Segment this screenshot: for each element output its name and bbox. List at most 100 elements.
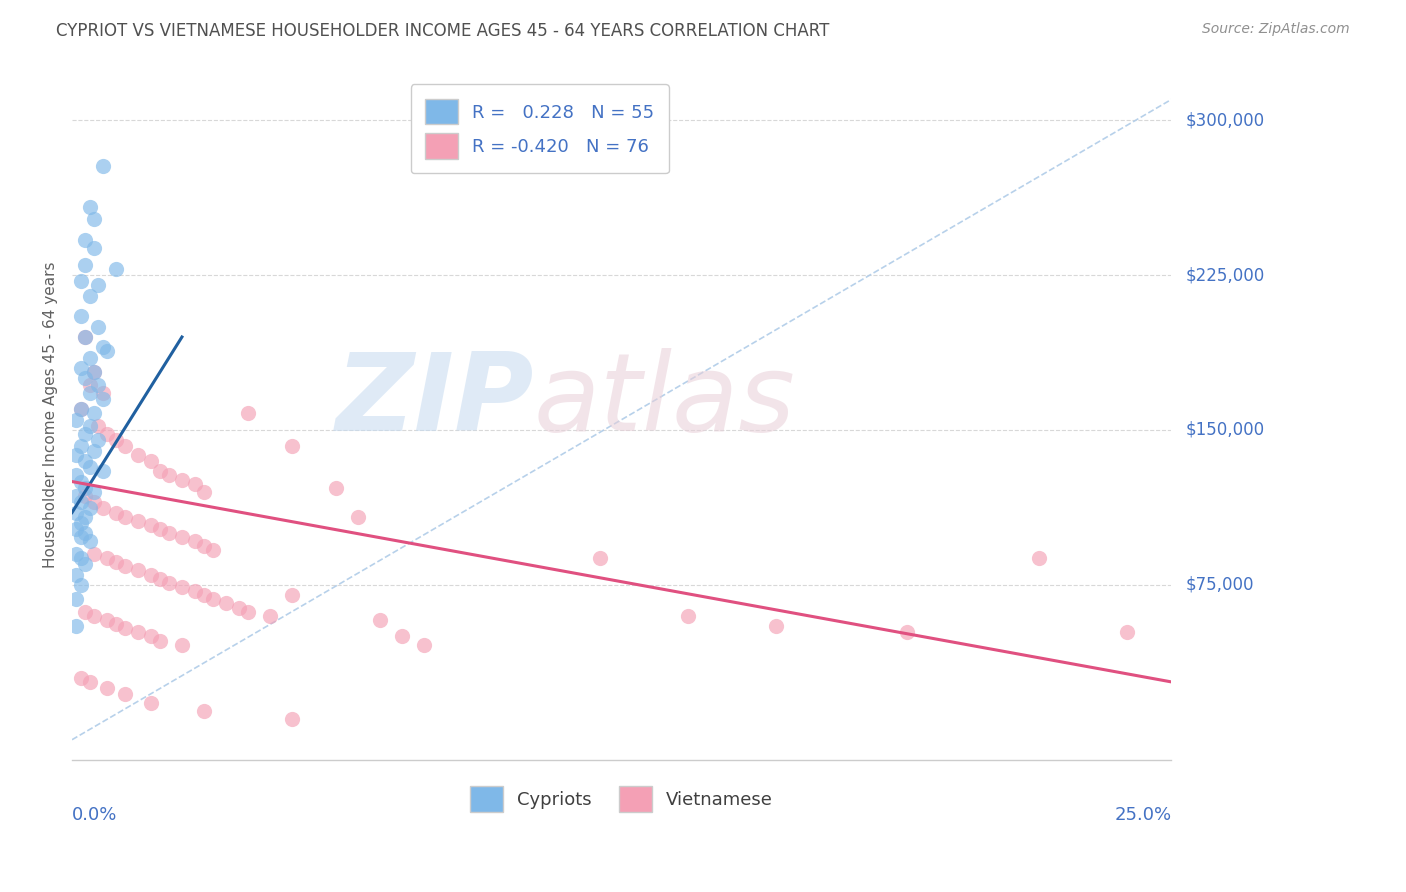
Point — [75, 557, 97, 571]
Point — [79, 674, 101, 689]
Point — [104, 261, 127, 276]
Point — [69, 495, 91, 509]
Point — [141, 696, 163, 710]
Point — [83, 241, 105, 255]
Point — [69, 402, 91, 417]
Point — [281, 440, 304, 454]
Point — [75, 605, 97, 619]
Point — [170, 530, 193, 544]
Point — [75, 233, 97, 247]
Point — [236, 406, 259, 420]
Point — [114, 687, 136, 701]
Point — [75, 489, 97, 503]
Point — [79, 377, 101, 392]
Point — [104, 434, 127, 448]
Point — [765, 619, 787, 633]
Point — [79, 501, 101, 516]
Point — [65, 567, 87, 582]
Point — [65, 619, 87, 633]
Point — [79, 534, 101, 549]
Text: Source: ZipAtlas.com: Source: ZipAtlas.com — [1202, 22, 1350, 37]
Point — [69, 274, 91, 288]
Point — [79, 200, 101, 214]
Point — [87, 319, 110, 334]
Point — [193, 704, 215, 718]
Y-axis label: Householder Income Ages 45 - 64 years: Householder Income Ages 45 - 64 years — [44, 261, 58, 567]
Point — [149, 522, 172, 536]
Point — [281, 588, 304, 602]
Point — [65, 468, 87, 483]
Point — [96, 551, 118, 566]
Point — [127, 448, 149, 462]
Point — [228, 600, 250, 615]
Text: CYPRIOT VS VIETNAMESE HOUSEHOLDER INCOME AGES 45 - 64 YEARS CORRELATION CHART: CYPRIOT VS VIETNAMESE HOUSEHOLDER INCOME… — [56, 22, 830, 40]
Point — [65, 448, 87, 462]
Point — [589, 551, 612, 566]
Point — [149, 572, 172, 586]
Point — [184, 534, 207, 549]
Point — [193, 539, 215, 553]
Point — [1116, 625, 1139, 640]
Point — [79, 460, 101, 475]
Point — [75, 526, 97, 541]
Point — [69, 671, 91, 685]
Point — [75, 330, 97, 344]
Point — [75, 454, 97, 468]
Point — [75, 509, 97, 524]
Point — [69, 578, 91, 592]
Point — [127, 625, 149, 640]
Point — [69, 551, 91, 566]
Point — [87, 278, 110, 293]
Point — [149, 464, 172, 478]
Point — [96, 344, 118, 359]
Point — [96, 681, 118, 695]
Point — [193, 588, 215, 602]
Point — [201, 592, 224, 607]
Point — [91, 501, 114, 516]
Point — [157, 575, 180, 590]
Point — [87, 418, 110, 433]
Point — [83, 547, 105, 561]
Point — [69, 530, 91, 544]
Point — [184, 584, 207, 599]
Point — [141, 517, 163, 532]
Point — [193, 484, 215, 499]
Point — [281, 712, 304, 726]
Point — [127, 563, 149, 577]
Point — [157, 468, 180, 483]
Point — [391, 630, 413, 644]
Point — [91, 464, 114, 478]
Point — [676, 608, 699, 623]
Point — [114, 509, 136, 524]
Point — [69, 310, 91, 324]
Point — [83, 495, 105, 509]
Point — [69, 475, 91, 489]
Text: 0.0%: 0.0% — [72, 805, 117, 824]
Legend: Cypriots, Vietnamese: Cypriots, Vietnamese — [461, 777, 782, 821]
Point — [91, 340, 114, 354]
Point — [79, 288, 101, 302]
Point — [215, 596, 238, 610]
Point — [65, 412, 87, 426]
Point — [170, 638, 193, 652]
Text: $225,000: $225,000 — [1185, 266, 1264, 284]
Point — [347, 509, 370, 524]
Point — [141, 454, 163, 468]
Point — [96, 613, 118, 627]
Point — [236, 605, 259, 619]
Point — [87, 434, 110, 448]
Point — [83, 212, 105, 227]
Point — [79, 418, 101, 433]
Point — [170, 580, 193, 594]
Point — [412, 638, 434, 652]
Point — [65, 506, 87, 520]
Point — [83, 484, 105, 499]
Point — [896, 625, 918, 640]
Text: 25.0%: 25.0% — [1114, 805, 1171, 824]
Point — [157, 526, 180, 541]
Text: atlas: atlas — [534, 348, 796, 453]
Point — [149, 633, 172, 648]
Point — [114, 440, 136, 454]
Point — [75, 481, 97, 495]
Point — [104, 506, 127, 520]
